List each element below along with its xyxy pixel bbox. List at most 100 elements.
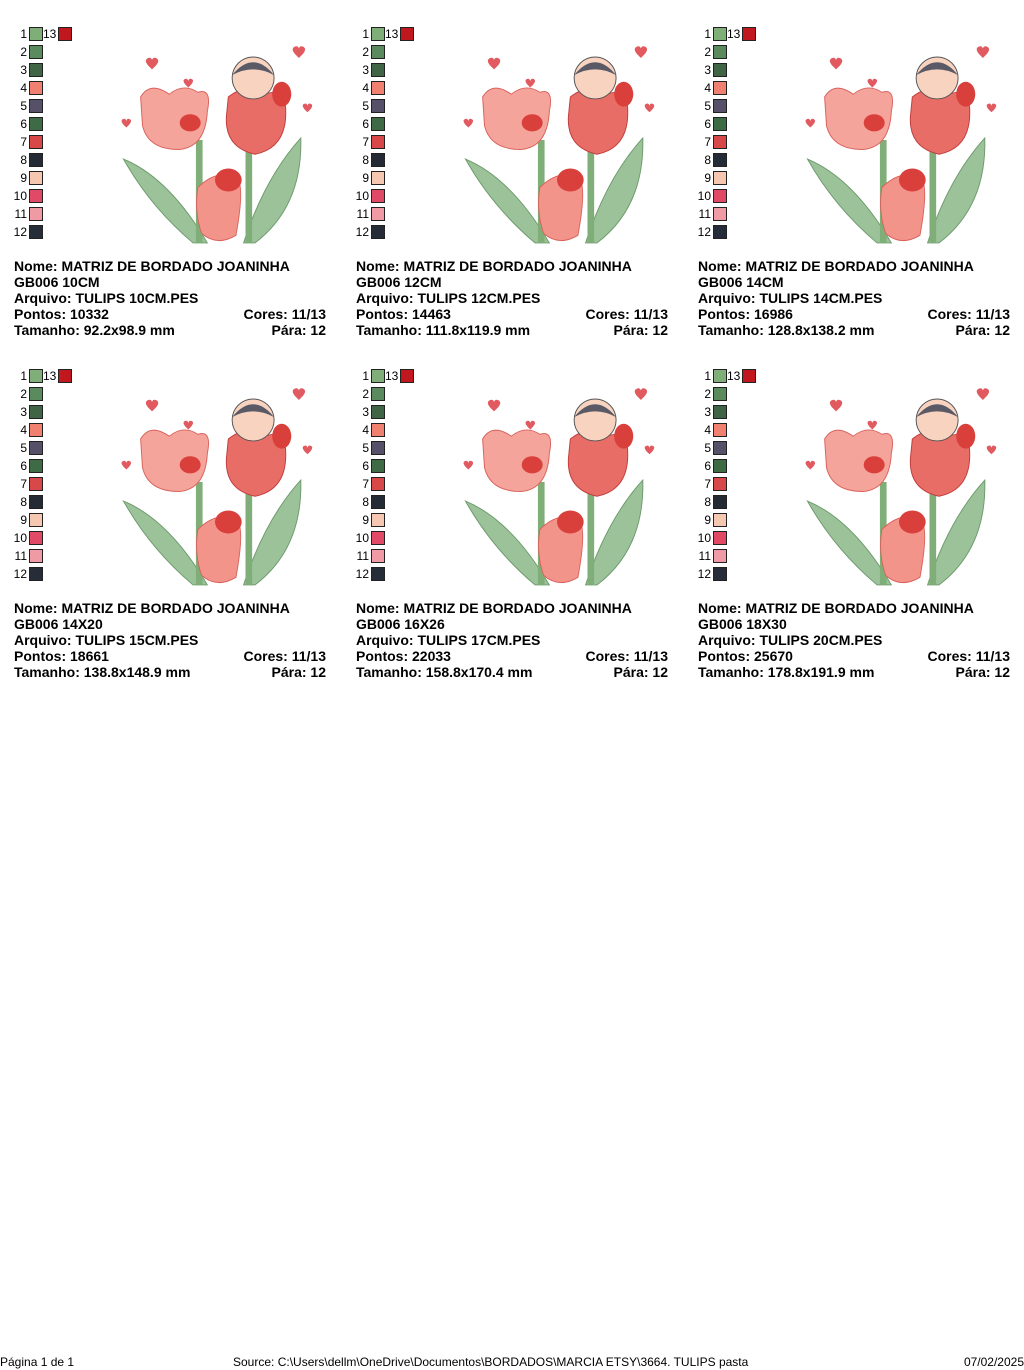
design-size: 158.8x170.4 mm — [425, 664, 533, 680]
swatch-number: 3 — [20, 405, 27, 419]
swatch-color — [29, 171, 43, 185]
embroidery-preview-image — [454, 30, 659, 248]
swatch-color — [742, 369, 756, 383]
swatch-number: 11 — [698, 207, 711, 221]
swatch-color — [29, 45, 43, 59]
swatch-color — [713, 477, 727, 491]
design-info: Nome: MATRIZ DE BORDADO JOANINHA GB006 1… — [356, 600, 668, 680]
swatch-number: 13 — [43, 369, 57, 383]
swatch-number: 3 — [704, 405, 711, 419]
swatch-color — [400, 369, 414, 383]
pontos-label: Pontos: — [356, 648, 409, 664]
source-path: Source: C:\Users\dellm\OneDrive\Document… — [233, 1355, 749, 1369]
arquivo-label: Arquivo: — [698, 290, 756, 306]
color-count: 11/13 — [633, 306, 668, 322]
swatch-color — [29, 99, 43, 113]
swatch-number: 13 — [385, 369, 399, 383]
design-card: 1 2 3 4 5 6 7 8 9 10 11 12 13 — [684, 20, 1010, 350]
swatch-number: 10 — [355, 189, 369, 203]
swatch-color — [713, 135, 727, 149]
pontos-label: Pontos: — [698, 306, 751, 322]
stop-count: 12 — [994, 322, 1010, 338]
swatch-number: 9 — [20, 171, 27, 185]
swatch-number: 5 — [704, 441, 711, 455]
swatch-number: 6 — [20, 117, 27, 131]
swatch-number: 5 — [20, 99, 27, 113]
swatch-number: 7 — [20, 135, 27, 149]
swatch-number: 2 — [704, 45, 711, 59]
design-card: 1 2 3 4 5 6 7 8 9 10 11 12 13 — [342, 362, 668, 692]
swatch-color — [29, 117, 43, 131]
stitch-count: 14463 — [412, 306, 451, 322]
swatch-number: 9 — [704, 171, 711, 185]
arquivo-label: Arquivo: — [14, 290, 72, 306]
swatch-number: 9 — [362, 171, 369, 185]
design-info: Nome: MATRIZ DE BORDADO JOANINHA GB006 1… — [14, 600, 326, 680]
design-name: MATRIZ DE BORDADO JOANINHA GB006 18X30 — [698, 600, 974, 632]
swatch-color — [371, 441, 385, 455]
swatch-color — [29, 567, 43, 581]
swatch-color — [371, 63, 385, 77]
swatch-number: 6 — [362, 459, 369, 473]
swatch-color — [371, 513, 385, 527]
swatch-number: 11 — [14, 549, 27, 563]
design-size: 178.8x191.9 mm — [767, 664, 875, 680]
swatch-number: 5 — [704, 99, 711, 113]
swatch-number: 10 — [13, 531, 27, 545]
swatch-number: 7 — [20, 477, 27, 491]
color-count: 11/13 — [291, 306, 326, 322]
swatch-color — [713, 459, 727, 473]
design-name: MATRIZ DE BORDADO JOANINHA GB006 12CM — [356, 258, 632, 290]
swatch-color — [713, 405, 727, 419]
swatch-color — [713, 369, 727, 383]
embroidery-preview-image — [796, 30, 1001, 248]
page-number: Página 1 de 1 — [0, 1355, 75, 1369]
swatch-color — [29, 513, 43, 527]
swatch-color — [713, 207, 727, 221]
swatch-color — [371, 225, 385, 239]
swatch-number: 8 — [704, 495, 711, 509]
swatch-color — [29, 441, 43, 455]
file-name: TULIPS 10CM.PES — [75, 290, 199, 306]
swatch-color — [29, 549, 43, 563]
swatch-color — [371, 387, 385, 401]
design-card: 1 2 3 4 5 6 7 8 9 10 11 12 13 — [342, 20, 668, 350]
stitch-count: 25670 — [754, 648, 793, 664]
tamanho-label: Tamanho: — [698, 322, 764, 338]
swatch-number: 4 — [362, 423, 369, 437]
pontos-label: Pontos: — [14, 306, 67, 322]
design-size: 128.8x138.2 mm — [767, 322, 875, 338]
swatch-number: 10 — [355, 531, 369, 545]
file-name: TULIPS 20CM.PES — [759, 632, 883, 648]
swatch-color — [371, 531, 385, 545]
swatch-color — [371, 117, 385, 131]
stitch-count: 18661 — [70, 648, 109, 664]
swatch-color — [29, 225, 43, 239]
swatch-color — [713, 117, 727, 131]
nome-label: Nome: — [698, 258, 742, 274]
swatch-color — [371, 567, 385, 581]
swatch-color — [713, 513, 727, 527]
swatch-number: 7 — [362, 135, 369, 149]
swatch-number: 11 — [698, 549, 711, 563]
swatch-color — [713, 189, 727, 203]
swatch-color — [713, 495, 727, 509]
swatch-color — [29, 423, 43, 437]
design-size: 138.8x148.9 mm — [83, 664, 191, 680]
swatch-number: 11 — [356, 549, 369, 563]
swatch-color — [713, 45, 727, 59]
swatch-color — [371, 153, 385, 167]
swatch-number: 9 — [20, 513, 27, 527]
swatch-color — [371, 81, 385, 95]
swatch-number: 11 — [356, 207, 369, 221]
swatch-number: 3 — [362, 63, 369, 77]
color-count: 11/13 — [975, 648, 1010, 664]
swatch-number: 12 — [355, 225, 369, 239]
swatch-number: 2 — [704, 387, 711, 401]
stitch-count: 16986 — [754, 306, 793, 322]
swatch-number: 6 — [704, 117, 711, 131]
stop-count: 12 — [310, 322, 326, 338]
design-card: 1 2 3 4 5 6 7 8 9 10 11 12 13 — [0, 362, 326, 692]
swatch-number: 5 — [362, 441, 369, 455]
swatch-color — [713, 99, 727, 113]
